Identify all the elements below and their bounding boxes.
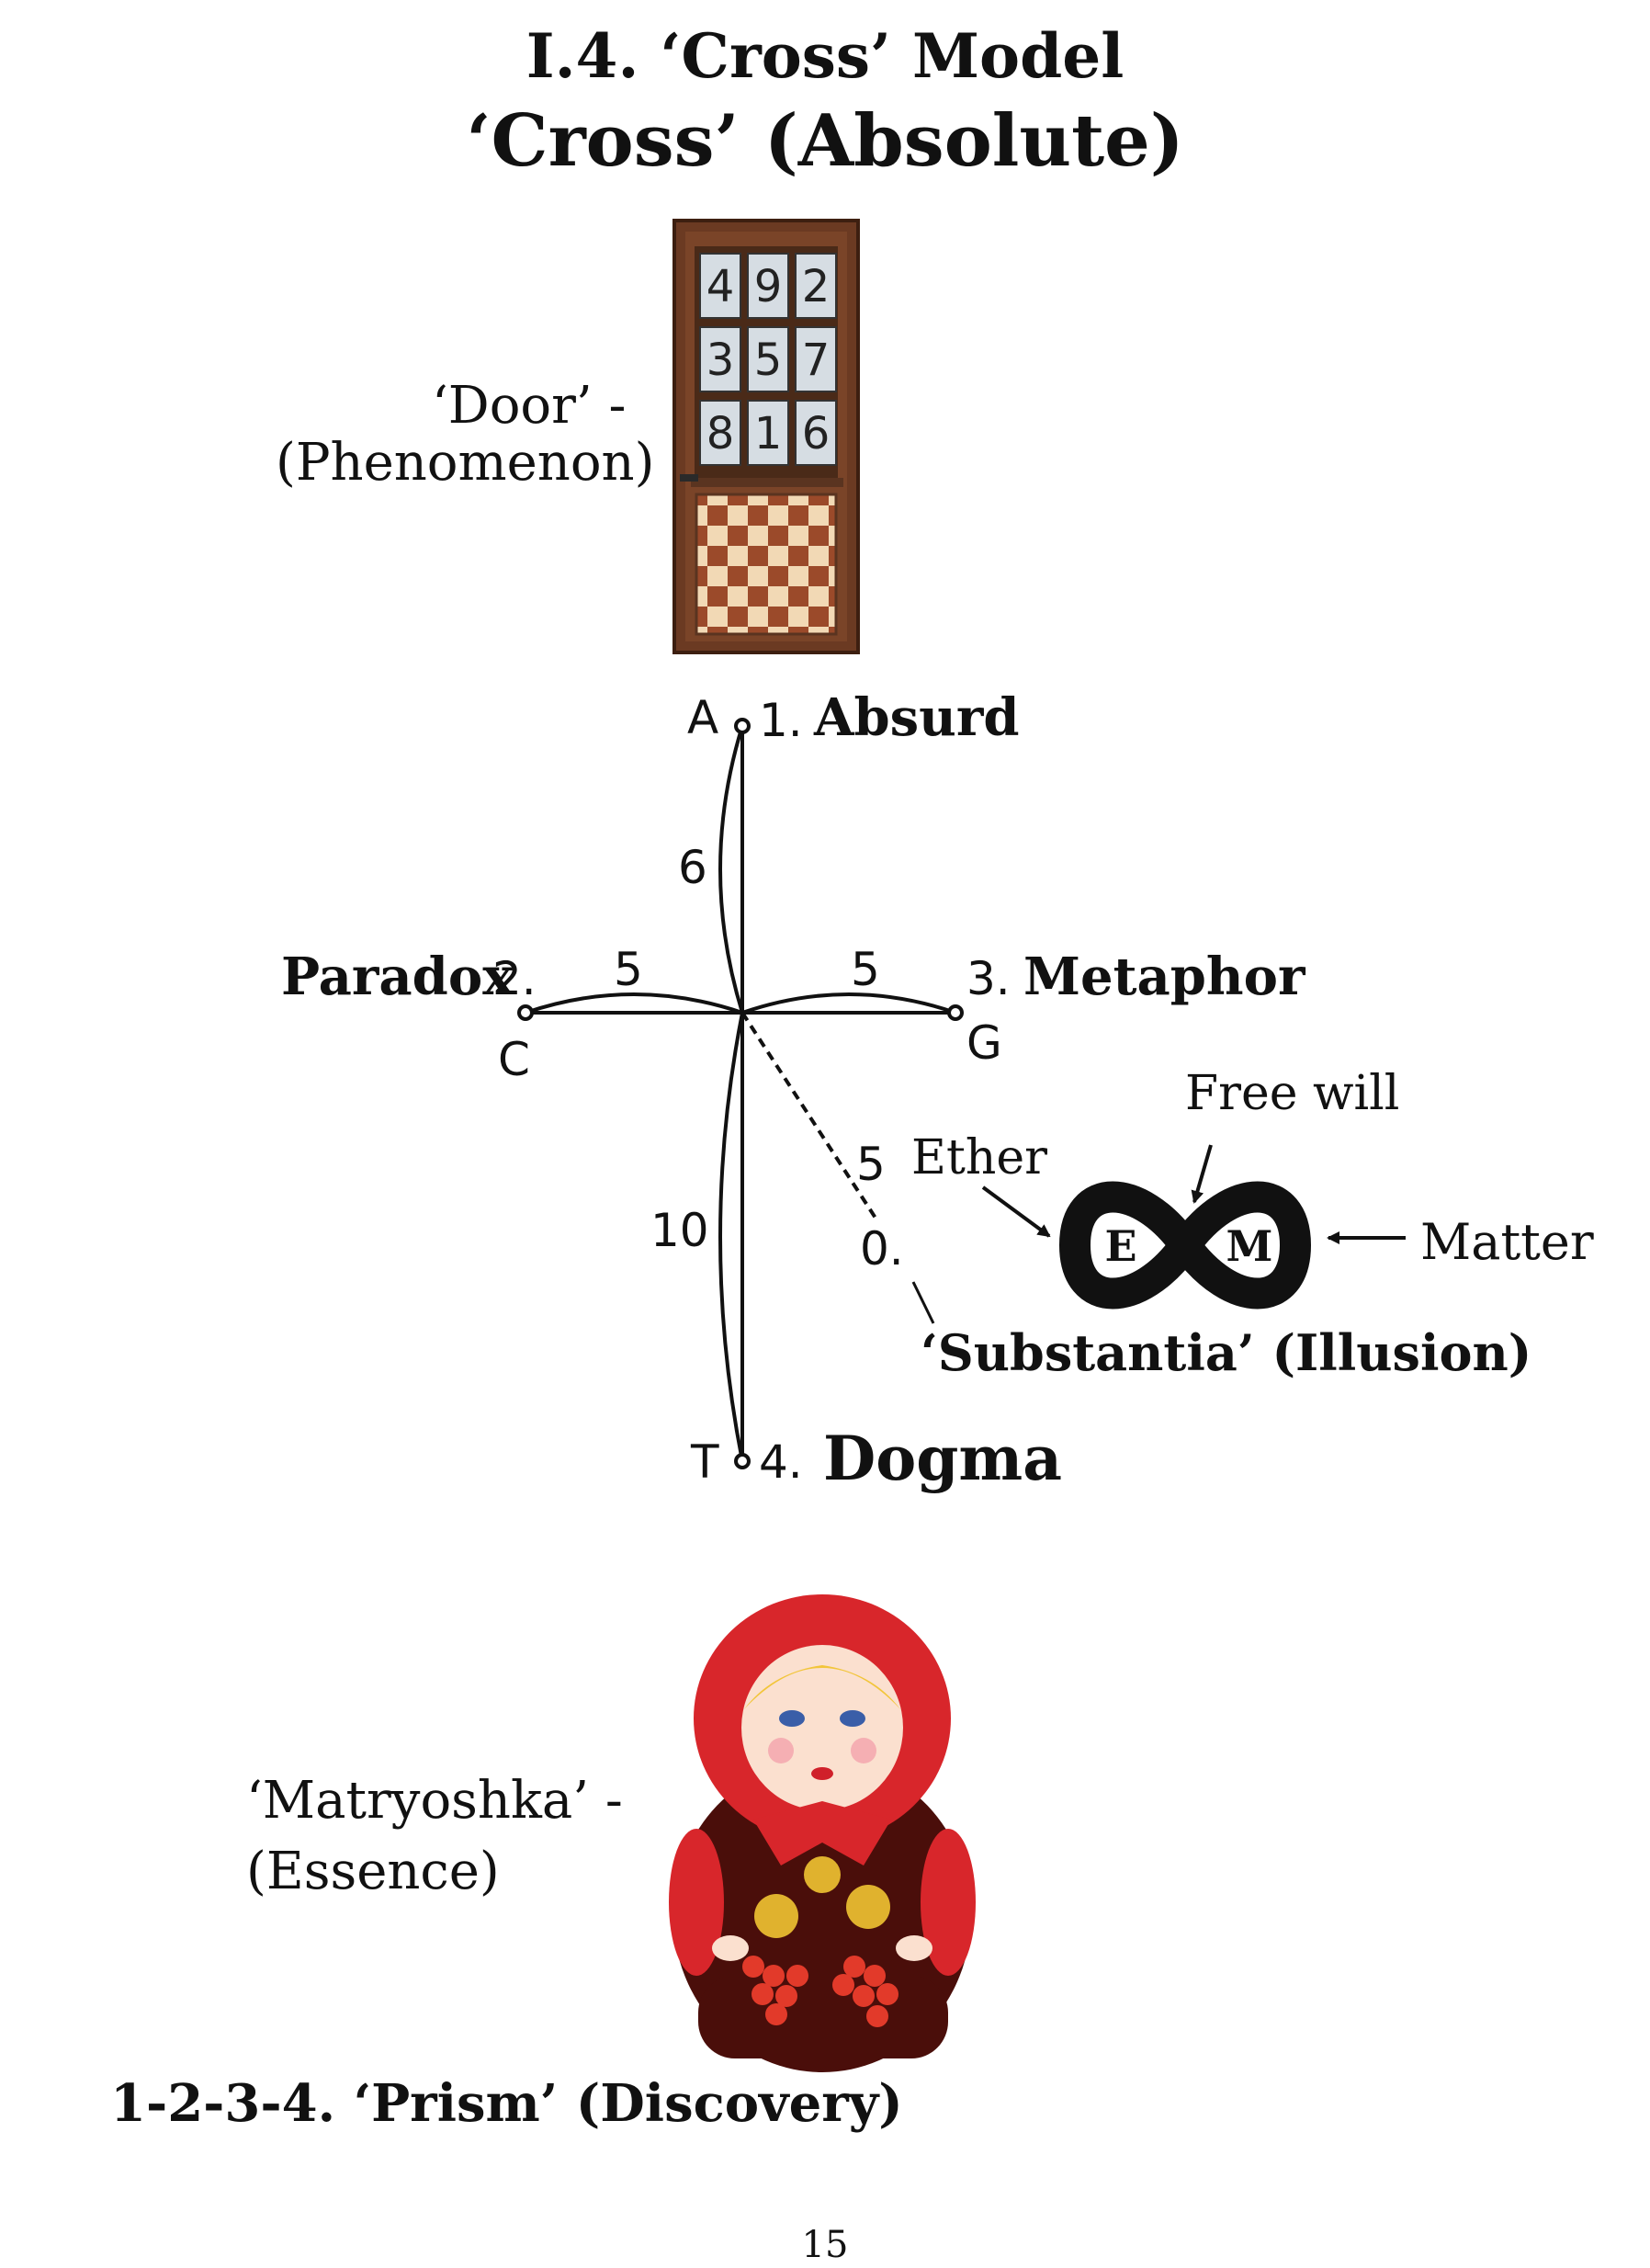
arc-right — [741, 992, 956, 1015]
infinity-symbol: E M — [981, 1144, 1406, 1310]
ether-arrow — [981, 1185, 1051, 1238]
arc-left — [525, 992, 743, 1015]
node-2-number: 2. — [492, 952, 537, 1005]
node-t-letter: T — [691, 1435, 719, 1489]
infinity-letter-e: E — [1104, 1221, 1136, 1271]
arc-bottom — [718, 1012, 744, 1462]
magic-cell-7: 8 — [706, 408, 735, 459]
page-title: I.4. ‘Cross’ Model — [526, 20, 1124, 92]
cross-diagram — [517, 718, 964, 1469]
substantia-label: ‘Substantia’ (Illusion) — [921, 1323, 1532, 1382]
magic-cell-4: 3 — [706, 335, 735, 386]
page-subtitle: ‘Cross’ (Absolute) — [466, 99, 1184, 183]
diagonal-value: 5 — [856, 1138, 886, 1191]
free-will-arrow — [1191, 1144, 1213, 1204]
dogma-label: Dogma — [823, 1423, 1063, 1494]
arc-left-value: 5 — [614, 943, 643, 996]
absurd-label: Absurd — [814, 687, 1020, 748]
matryoshka-label-line1: ‘Matryoshka’ - — [246, 1771, 623, 1831]
metaphor-label: Metaphor — [1023, 947, 1305, 1007]
node-4-number: 4. — [759, 1435, 803, 1489]
door-label-line1: ‘Door’ - — [432, 376, 627, 436]
node-g-letter: G — [966, 1016, 1002, 1070]
ether-label: Ether — [911, 1130, 1047, 1185]
zero-label: 0. — [860, 1222, 904, 1276]
matryoshka-label-line2: (Essence) — [246, 1842, 500, 1901]
arc-right-value: 5 — [851, 943, 880, 996]
magic-cell-3: 2 — [802, 261, 831, 312]
arc-bottom-value: 10 — [650, 1204, 709, 1257]
node-3-number: 3. — [966, 952, 1011, 1005]
magic-cell-9: 6 — [802, 408, 831, 459]
magic-cell-6: 7 — [802, 335, 831, 386]
node-t — [734, 1453, 751, 1469]
node-a-letter: A — [687, 691, 719, 744]
magic-cell-2: 9 — [754, 261, 783, 312]
prism-caption: 1-2-3-4. ‘Prism’ (Discovery) — [110, 2073, 903, 2134]
infinity-letter-m: M — [1226, 1221, 1273, 1271]
node-c-letter: C — [498, 1033, 530, 1086]
magic-cell-8: 1 — [754, 408, 783, 459]
arc-top — [718, 725, 744, 1014]
node-g — [947, 1004, 964, 1021]
substantia-pointer — [911, 1281, 935, 1324]
paradox-label: Paradox — [281, 947, 514, 1007]
node-1-number: 1. — [759, 694, 803, 747]
door-label-line2: (Phenomenon) — [276, 433, 655, 493]
magic-cell-5: 5 — [754, 335, 783, 386]
node-a — [734, 718, 751, 734]
arc-top-value: 6 — [678, 841, 707, 894]
matter-label: Matter — [1420, 1213, 1594, 1271]
magic-cell-1: 4 — [706, 261, 735, 312]
matryoshka-image — [669, 1594, 976, 2072]
magic-square: 4 9 2 3 5 7 8 1 6 — [699, 253, 837, 466]
free-will-label: Free will — [1185, 1066, 1400, 1121]
diagonal-dashed-line — [740, 1011, 880, 1224]
page-number: 15 — [801, 2224, 849, 2266]
node-c — [517, 1004, 534, 1021]
